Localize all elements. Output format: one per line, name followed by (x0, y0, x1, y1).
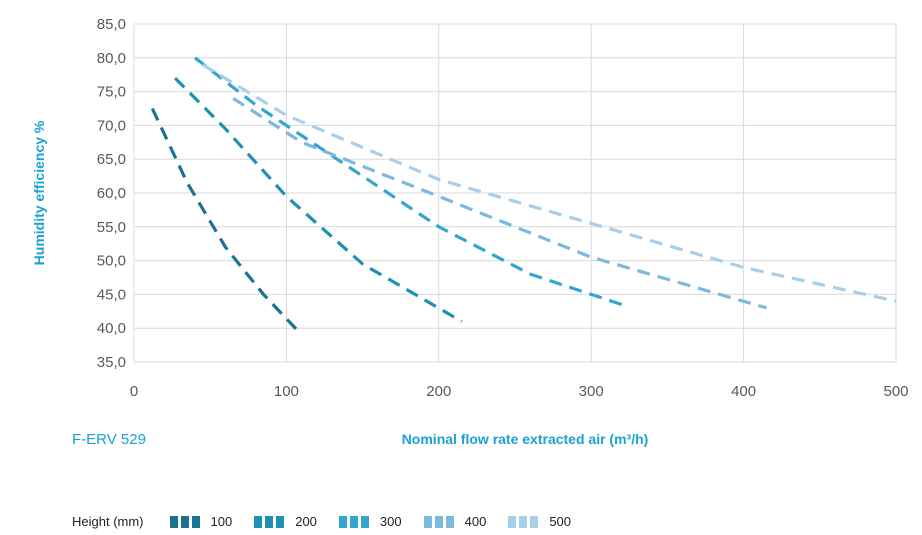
legend-swatch (169, 515, 203, 528)
x-tick-label: 100 (274, 383, 299, 400)
x-tick-label: 400 (731, 383, 756, 400)
legend-label: 300 (379, 514, 402, 529)
x-tick-label: 0 (130, 383, 138, 400)
legend-swatch (338, 515, 372, 528)
legend-item-100: 100 (169, 514, 233, 529)
y-tick-label: 85,0 (97, 16, 126, 33)
y-tick-label: 80,0 (97, 50, 126, 67)
x-axis-title: Nominal flow rate extracted air (m³/h) (402, 431, 649, 447)
legend-label: 200 (295, 514, 317, 529)
legend-label: 500 (549, 514, 572, 529)
x-tick-label: 300 (579, 383, 604, 400)
x-tick-label: 500 (883, 383, 908, 400)
y-axis-ticks: 35,0 40,0 45,0 50,0 55,0 60,0 65,0 70,0 75,0 80,0… (97, 16, 126, 371)
legend: Height (mm) 100 200 300 400 500 (72, 514, 593, 529)
x-tick-label: 200 (426, 383, 451, 400)
legend-item-300: 300 (338, 514, 402, 529)
legend-item-500: 500 (508, 514, 571, 529)
y-tick-label: 65,0 (97, 151, 126, 168)
y-tick-label: 75,0 (97, 84, 126, 101)
series-line-200 (173, 76, 463, 323)
legend-items: 100 200 300 400 500 (169, 514, 594, 529)
y-tick-label: 35,0 (97, 354, 126, 371)
y-tick-label: 50,0 (97, 253, 126, 270)
legend-swatch (423, 515, 457, 528)
model-label: F-ERV 529 (72, 431, 146, 448)
legend-swatch (508, 515, 541, 528)
x-axis-ticks: 0 100 200 300 400 500 (130, 383, 909, 400)
y-tick-label: 55,0 (97, 219, 126, 236)
legend-item-200: 200 (254, 514, 317, 529)
y-tick-label: 40,0 (97, 320, 126, 337)
series-lines (150, 56, 897, 333)
series-line-500 (201, 63, 897, 303)
legend-item-400: 400 (423, 514, 487, 529)
gridlines (133, 23, 897, 363)
y-tick-label: 45,0 (97, 286, 126, 303)
series-line-400 (232, 97, 767, 310)
legend-label: 100 (210, 514, 233, 529)
y-tick-label: 60,0 (97, 185, 126, 202)
legend-title: Height (mm) (72, 514, 144, 529)
legend-swatch (254, 515, 287, 528)
y-tick-label: 70,0 (97, 117, 126, 134)
series-line-100 (150, 107, 300, 333)
legend-label: 400 (464, 514, 487, 529)
y-axis-title: Humidity efficiency % (31, 120, 47, 265)
series-line-300 (194, 56, 623, 307)
